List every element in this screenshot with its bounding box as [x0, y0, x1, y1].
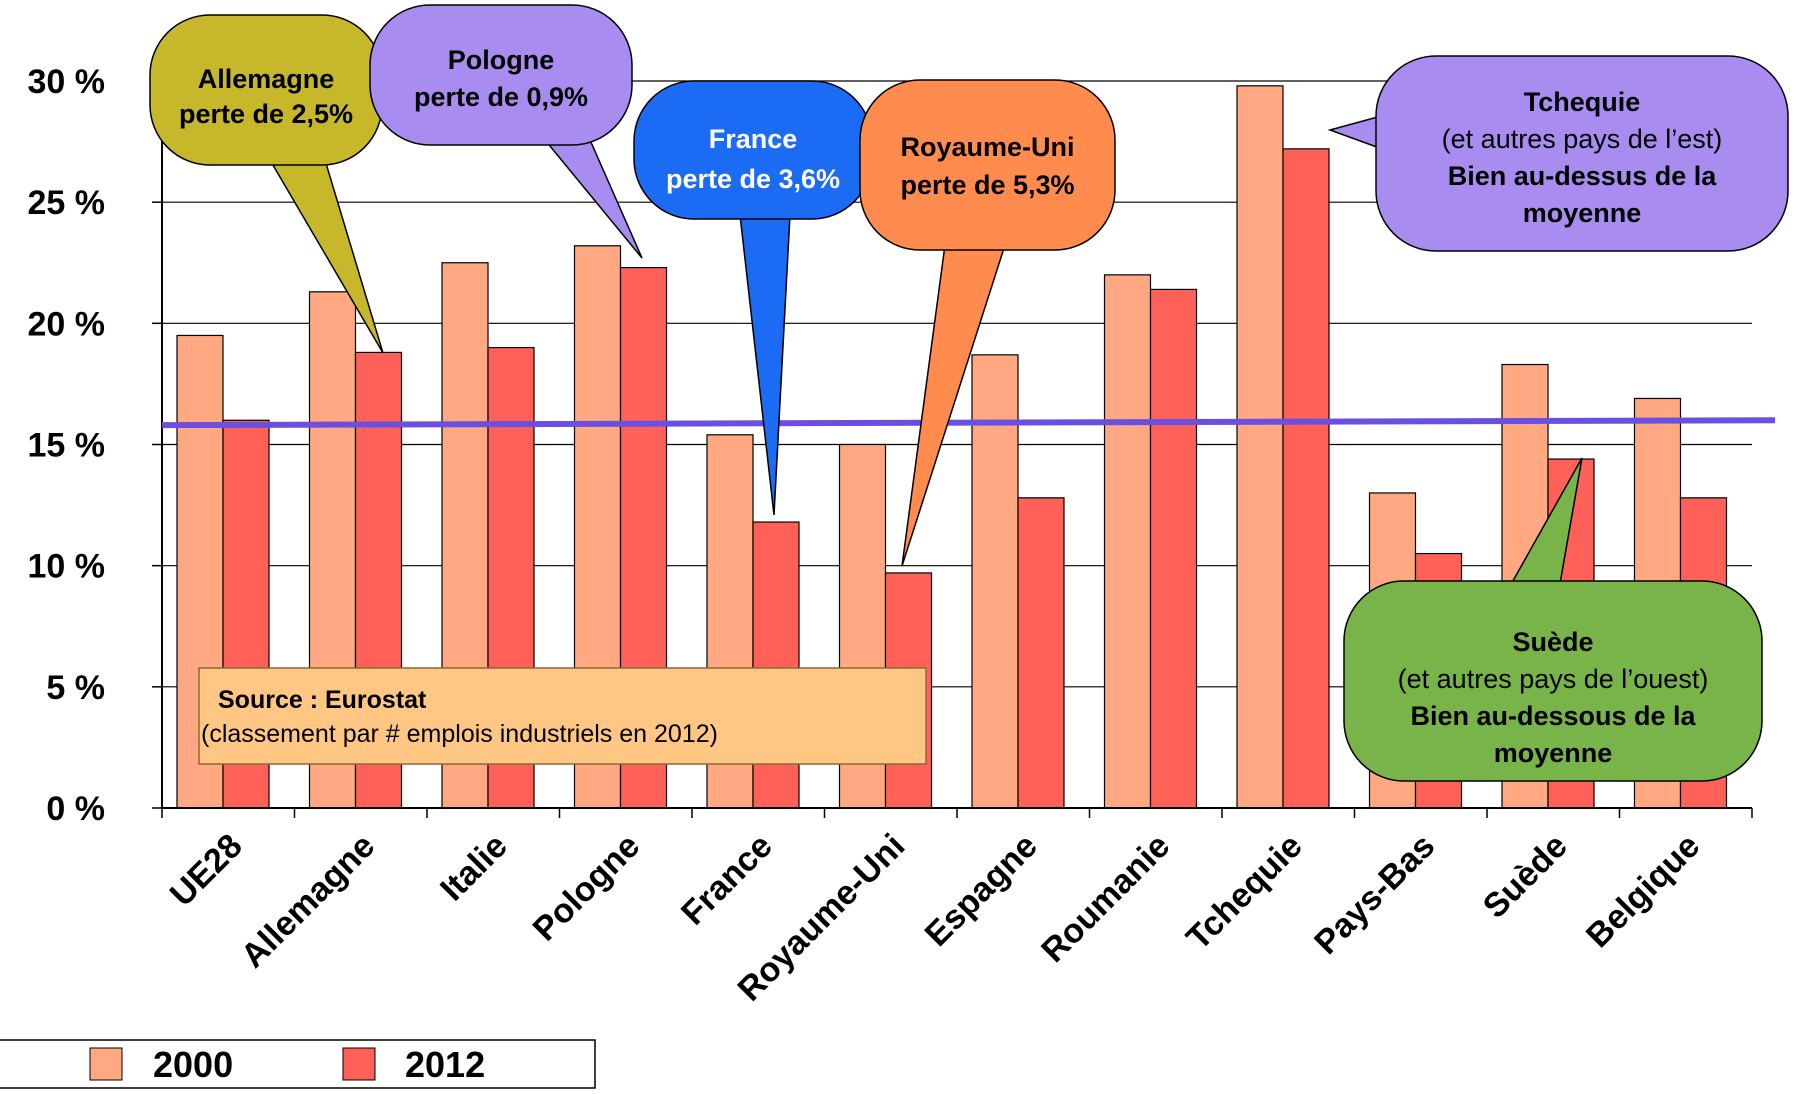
y-tick-label: 10 % — [28, 548, 106, 586]
callout-text-line: perte de 3,6% — [666, 164, 840, 194]
x-label-ue28: UE28 — [163, 827, 250, 914]
x-label-pays-bas: Pays-Bas — [1307, 827, 1442, 962]
bar-2012-tchequie — [1282, 148, 1330, 809]
bar-2000-roumanie — [1103, 274, 1152, 809]
legend-swatch-2000 — [89, 1047, 123, 1081]
average-line-mark — [161, 417, 1776, 429]
callout-text-line: Allemagne — [198, 64, 335, 94]
callout-bubble — [1343, 580, 1763, 782]
bar-2012-france — [752, 521, 800, 809]
callout-pointer — [543, 139, 643, 259]
y-tick-label: 30 % — [28, 63, 106, 101]
legend-label-2000: 2000 — [153, 1044, 233, 1085]
source-note: (classement par # emplois industriels en… — [201, 720, 718, 748]
bar-2012-roumanie — [1149, 288, 1198, 809]
callout-text-line: moyenne — [1494, 738, 1613, 768]
x-label-roumanie: Roumanie — [1034, 827, 1177, 970]
callout-text-line: moyenne — [1523, 198, 1642, 228]
legend-label-2012: 2012 — [405, 1044, 485, 1085]
bar-2012-espagne — [1017, 497, 1065, 809]
callout-bubble — [1375, 55, 1789, 252]
legend: 2000 2012 — [0, 1039, 596, 1089]
callout-text-line: Suède — [1512, 627, 1593, 657]
legend-swatch-2012 — [342, 1047, 376, 1081]
callout-text-line: (et autres pays de l’est) — [1442, 124, 1723, 154]
x-label-suède: Suède — [1476, 827, 1575, 926]
callout-text-line: Tchequie — [1524, 87, 1641, 117]
x-label-france: France — [674, 827, 780, 933]
callout-pologne: Pologne perte de 0,9% — [369, 4, 643, 259]
x-label-tchequie: Tchequie — [1179, 827, 1310, 958]
bar-2000-espagne — [971, 354, 1019, 809]
y-tick-label: 0 % — [46, 790, 105, 828]
bar-2000-tchequie — [1236, 85, 1284, 809]
x-label-allemagne: Allemagne — [234, 827, 382, 975]
callout-suede: Suède (et autres pays de l’ouest) Bien au-… — [1343, 457, 1763, 782]
callout-text-line: France — [709, 124, 798, 154]
callout-text-line: perte de 0,9% — [414, 82, 588, 112]
callout-text-line: Bien au-dessus de la — [1448, 161, 1718, 191]
average-line — [161, 417, 1776, 429]
callout-text-line: Royaume-Uni — [900, 132, 1074, 162]
callout-text-line: Bien au-dessous de la — [1410, 701, 1696, 731]
callout-royaume-uni: Royaume-Uni perte de 5,3% — [859, 79, 1116, 567]
callout-bubble — [859, 79, 1116, 251]
callout-bubble — [369, 4, 633, 146]
y-tick-label: 25 % — [28, 184, 106, 222]
y-tick-label: 5 % — [46, 669, 105, 707]
callout-france: France perte de 3,6% — [633, 80, 873, 516]
x-label-pologne: Pologne — [526, 827, 648, 949]
source-title: Source : Eurostat — [218, 686, 427, 714]
callout-text-line: perte de 2,5% — [179, 99, 353, 129]
x-label-italie: Italie — [433, 827, 515, 909]
legend-frame — [0, 1039, 596, 1089]
callout-text-line: Pologne — [448, 45, 555, 75]
x-label-belgique: Belgique — [1579, 827, 1707, 955]
callouts: Allemagne perte de 2,5% Pologne perte de 0,… — [149, 4, 1789, 782]
callout-text-line: (et autres pays de l’ouest) — [1398, 664, 1709, 694]
callout-text-line: perte de 5,3% — [900, 170, 1074, 200]
y-tick-label: 15 % — [28, 427, 106, 465]
source-box: Source : Eurostat (classement par # empl… — [198, 667, 927, 765]
x-label-espagne: Espagne — [918, 827, 1045, 954]
y-axis-ticks: 0 % 5 % 10 % 15 % 20 % 25 % 30 % — [28, 63, 162, 828]
callout-allemagne: Allemagne perte de 2,5% — [149, 14, 384, 354]
axes — [161, 79, 1753, 818]
callout-tchequie: Tchequie (et autres pays de l’est) Bien au… — [1327, 55, 1789, 252]
y-tick-label: 20 % — [28, 305, 106, 343]
